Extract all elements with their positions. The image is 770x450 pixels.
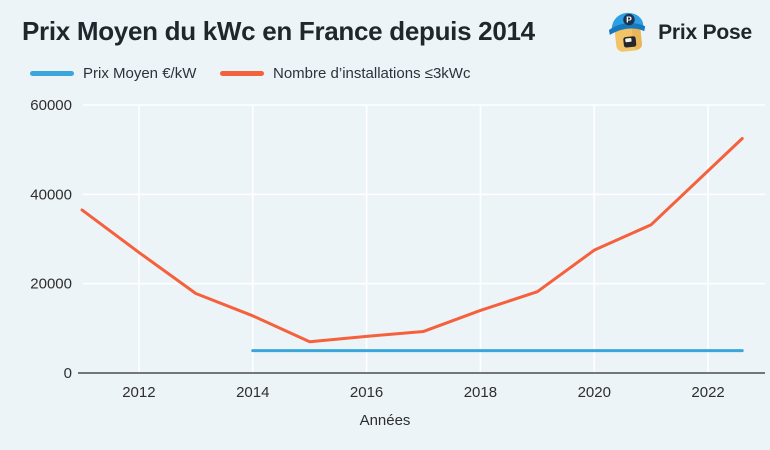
y-tick-label: 40000 [30, 186, 72, 203]
series-line-1 [80, 137, 744, 344]
prixpose-mascot-icon: P [608, 12, 646, 52]
svg-text:P: P [626, 15, 632, 25]
x-tick-label: 2020 [578, 384, 611, 401]
y-tick-label: 60000 [30, 97, 72, 114]
x-tick-labels: 2012 2014 2016 2018 2020 2022 [122, 384, 725, 401]
brand-name: Prix Pose [658, 21, 752, 44]
x-tick-label: 2022 [691, 384, 724, 401]
legend-swatch-blue [30, 71, 74, 76]
x-axis-title: Années [360, 412, 411, 429]
y-tick-label: 0 [64, 365, 72, 382]
legend-label: Prix Moyen €/kW [83, 65, 197, 82]
chart-title: Prix Moyen du kWc en France depuis 2014 [22, 16, 535, 46]
y-tick-label: 20000 [30, 276, 72, 293]
x-tick-label: 2018 [464, 384, 497, 401]
gridlines [83, 104, 765, 373]
x-tick-label: 2012 [122, 384, 155, 401]
x-tick-label: 2014 [236, 384, 269, 401]
legend-item-installations[interactable]: Nombre d’installations ≤3kWc [220, 65, 470, 82]
legend-item-prix-moyen[interactable]: Prix Moyen €/kW [30, 65, 196, 82]
y-tick-labels: 0 20000 40000 60000 [30, 97, 72, 382]
legend-label: Nombre d’installations ≤3kWc [273, 65, 471, 82]
x-tick-label: 2016 [350, 384, 383, 401]
brand-logo: P Prix Pose [607, 10, 752, 56]
legend-swatch-orange [220, 71, 264, 76]
